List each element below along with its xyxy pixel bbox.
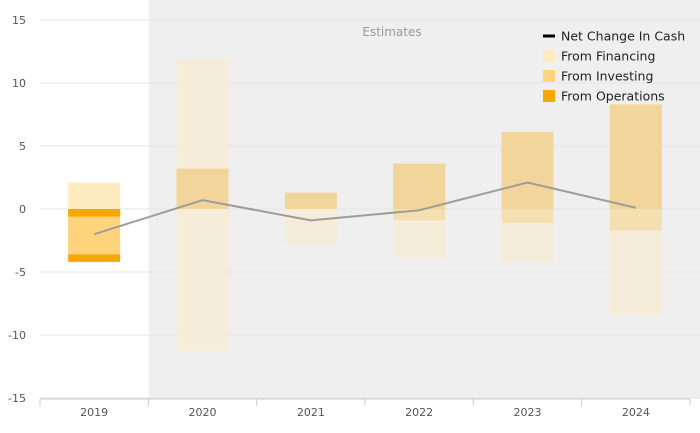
bar-from-investing-core-2021	[284, 192, 337, 209]
legend-label-from-investing: From Investing	[561, 69, 653, 84]
x-tick-label: 2022	[405, 406, 433, 419]
legend-label-from-operations: From Operations	[561, 89, 665, 104]
y-tick-label: 15	[12, 14, 26, 27]
legend-label-net-change-in-cash: Net Change In Cash	[561, 29, 685, 44]
bar-from-investing-core-2020	[176, 168, 229, 209]
bar-from-investing-core-2022	[393, 163, 446, 209]
y-tick-label: 0	[19, 203, 26, 216]
bar-from-operations-top-2019	[68, 209, 121, 217]
gridlines	[40, 19, 700, 399]
bar-from-financing-2019	[68, 182, 121, 209]
y-tick-label: 10	[12, 77, 26, 90]
bar-from-investing-core-2024	[609, 104, 662, 209]
x-tick-label: 2023	[514, 406, 542, 419]
y-tick-label: -15	[8, 392, 26, 405]
y-axis: 15 10 5 0 -5 -10 -15	[8, 14, 26, 405]
legend-swatch-from-operations	[543, 90, 555, 102]
y-tick-label: 5	[19, 140, 26, 153]
x-tick-label: 2019	[80, 406, 108, 419]
x-tick-label: 2020	[189, 406, 217, 419]
legend-swatch-from-financing	[543, 50, 555, 62]
x-axis: 2019 2020 2021 2022 2023 2024	[39, 399, 691, 419]
y-tick-label: -5	[15, 266, 26, 279]
legend-swatch-net-change-in-cash	[543, 34, 555, 38]
legend-swatch-from-investing	[543, 70, 555, 82]
estimates-label: Estimates	[362, 25, 421, 39]
net-change-line	[93, 181, 637, 236]
legend: Net Change In Cash From Financing From Inv…	[543, 29, 685, 104]
bar-from-investing-core-2023	[501, 132, 554, 209]
x-tick-label: 2024	[622, 406, 650, 419]
bar-from-operations-2019	[68, 254, 121, 262]
y-tick-label: -10	[8, 329, 26, 342]
legend-label-from-financing: From Financing	[561, 49, 655, 64]
x-tick-label: 2021	[297, 406, 325, 419]
